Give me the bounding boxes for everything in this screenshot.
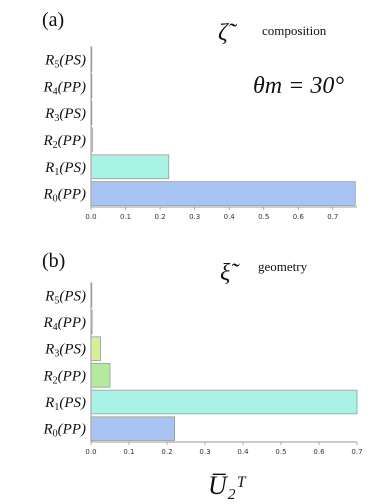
panel-a-bar-5 bbox=[90, 181, 356, 206]
panel-a-category-label-0: R5(PS) bbox=[44, 52, 86, 70]
panel-a-bar-3 bbox=[90, 127, 93, 153]
panel-a: (a) ζ̃ composition θm = 30° R5(PS) R4(PP)… bbox=[42, 9, 357, 221]
panel-a-symbol: ζ̃ bbox=[218, 20, 238, 46]
panel-b-category-label-1: R4(PP) bbox=[43, 315, 87, 333]
panel-a-category-label-1: R4(PP) bbox=[43, 79, 87, 97]
panel-b-bar-2 bbox=[90, 336, 101, 361]
panel-a-category-label-5: R0(PP) bbox=[43, 187, 87, 205]
panel-a-subtitle: composition bbox=[262, 23, 327, 38]
panel-b-xtick-label-3: 0.3 bbox=[199, 448, 210, 456]
panel-a-bar-2 bbox=[90, 100, 93, 126]
panel-b-xtick-label-2: 0.2 bbox=[161, 448, 172, 456]
panel-b-xtick-label-7: 0.7 bbox=[351, 448, 362, 456]
panel-b-category-label-4: R1(PS) bbox=[44, 395, 86, 413]
panel-a-category-label-2: R3(PS) bbox=[44, 106, 86, 124]
panel-b-bar-3 bbox=[90, 363, 111, 388]
panel-a-label: (a) bbox=[42, 9, 64, 31]
panel-b-bar-0 bbox=[90, 283, 93, 308]
panel-b-plot: R5(PS) R4(PP) R3(PS) R2(PP) R1(PS) R0(PP) 0.0 0… bbox=[43, 282, 363, 456]
panel-a-xtick-label-4: 0.4 bbox=[224, 213, 236, 221]
panel-b-xtick-label-5: 0.5 bbox=[275, 448, 286, 456]
panel-a-xtick-label-6: 0.6 bbox=[293, 213, 305, 221]
panel-a-xtick-label-0: 0.0 bbox=[85, 213, 96, 221]
panel-a-category-label-4: R1(PS) bbox=[44, 160, 86, 178]
panel-a-bar-4 bbox=[90, 154, 170, 180]
panel-b-label: (b) bbox=[42, 250, 65, 272]
panel-b: (b) ξ̃ geometry R5(PS) R4(PP) R3(PS) R2(PP)… bbox=[42, 250, 363, 500]
x-axis-label: U̅₂ᵀ bbox=[208, 471, 247, 500]
panel-b-bar-4 bbox=[90, 389, 358, 415]
panel-b-xtick-label-4: 0.4 bbox=[237, 448, 249, 456]
panel-b-category-label-2: R3(PS) bbox=[44, 342, 86, 360]
panel-a-category-label-3: R2(PP) bbox=[43, 133, 87, 151]
panel-a-xtick-label-7: 0.7 bbox=[327, 213, 338, 221]
panel-b-xtick-label-0: 0.0 bbox=[85, 448, 96, 456]
panel-a-xtick-label-2: 0.2 bbox=[155, 213, 166, 221]
panel-b-bar-1 bbox=[90, 309, 93, 335]
panel-b-category-label-3: R2(PP) bbox=[43, 368, 87, 386]
panel-a-xtick-label-1: 0.1 bbox=[120, 213, 131, 221]
panel-b-xtick-label-6: 0.6 bbox=[313, 448, 325, 456]
panel-b-subtitle: geometry bbox=[258, 259, 308, 274]
panel-b-category-label-0: R5(PS) bbox=[44, 288, 86, 306]
panel-a-xtick-label-3: 0.3 bbox=[189, 213, 200, 221]
panel-a-xtick-label-5: 0.5 bbox=[258, 213, 269, 221]
panel-a-bar-0 bbox=[90, 47, 93, 72]
panel-b-bar-5 bbox=[90, 416, 175, 441]
panel-a-plot: R5(PS) R4(PP) R3(PS) R2(PP) R1(PS) R0(PP) 0.0 0… bbox=[43, 46, 357, 221]
panel-a-bar-1 bbox=[90, 73, 93, 99]
panel-a-annotation: θm = 30° bbox=[253, 73, 344, 99]
panel-b-xtick-label-1: 0.1 bbox=[123, 448, 134, 456]
panel-b-symbol: ξ̃ bbox=[220, 260, 240, 286]
panel-b-category-label-5: R0(PP) bbox=[43, 422, 87, 440]
